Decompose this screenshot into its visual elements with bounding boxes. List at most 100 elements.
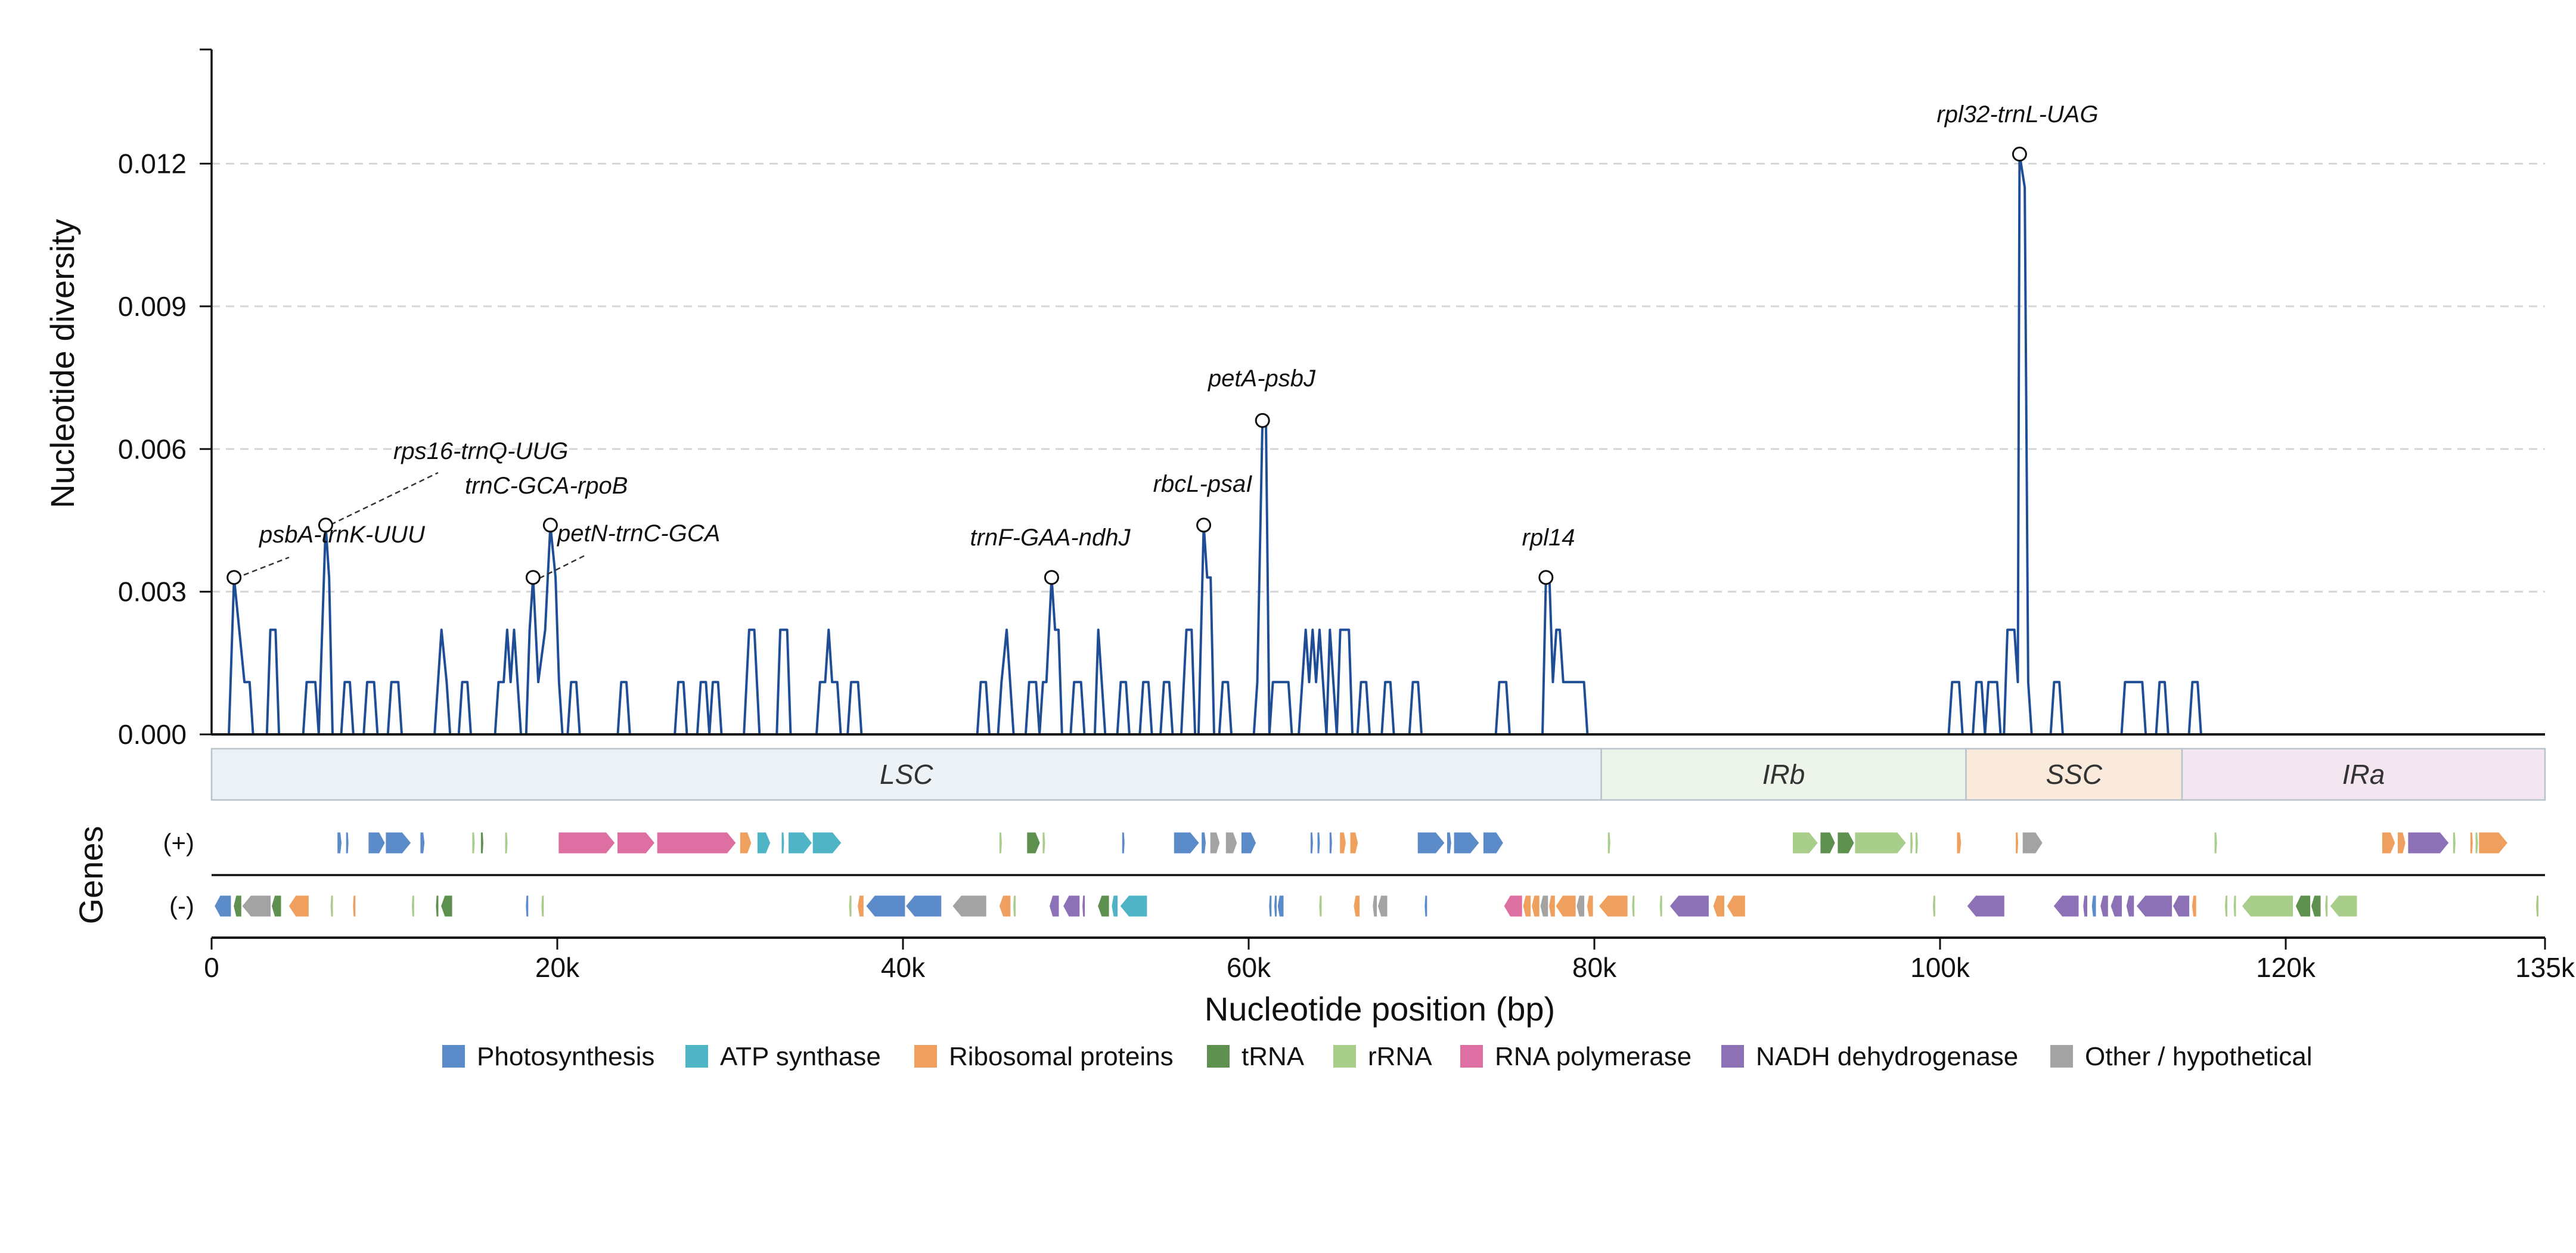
gene-minus: [1274, 895, 1277, 917]
gene-minus: [436, 895, 439, 917]
gene-minus: [1377, 895, 1388, 917]
region-label: SSC: [2046, 759, 2102, 790]
gene-plus: [1793, 832, 1818, 854]
gene-plus: [1838, 832, 1854, 854]
gene-minus: [2091, 895, 2096, 917]
peak-marker: [1255, 413, 1270, 428]
gene-plus: [2398, 832, 2406, 854]
peak-marker: [542, 517, 558, 533]
x-tick-label: 100k: [1910, 952, 1970, 983]
y-tick-label: 0.012: [118, 148, 187, 179]
region-lsc: [210, 748, 1602, 801]
gene-minus: [242, 895, 271, 917]
gridlines: [212, 163, 2545, 593]
annotation-leader: [539, 553, 588, 579]
gene-minus: [1013, 895, 1016, 917]
gene-minus: [1669, 895, 1709, 917]
gene-plus: [812, 832, 842, 854]
gene-minus: [1112, 895, 1118, 917]
gene-plus: [1027, 832, 1040, 854]
gene-plus: [1122, 832, 1125, 854]
peak-label: trnF-GAA-ndhJ: [970, 525, 1131, 551]
minus-strand-label: (-): [169, 892, 194, 920]
gene-minus: [2233, 895, 2236, 917]
gene-minus: [2126, 895, 2134, 917]
gene-minus: [2242, 895, 2293, 917]
gene-minus: [1082, 895, 1085, 917]
gene-plus: [1340, 832, 1346, 854]
legend-label: RNA polymerase: [1495, 1042, 1692, 1071]
gene-plus: [789, 832, 812, 854]
gene-minus: [1967, 895, 2004, 917]
gene-plus: [999, 832, 1002, 854]
gene-plus: [337, 832, 342, 854]
gene-minus: [1549, 895, 1555, 917]
gene-plus: [2470, 832, 2473, 854]
gene-minus: [288, 895, 309, 917]
gene-plus: [1329, 832, 1332, 854]
gene-plus: [1957, 832, 1962, 854]
x-axis-ticks: 0 20k 40k 60k 80k 100k 120k 135k: [204, 936, 2575, 983]
region-label: IRa: [2342, 759, 2385, 790]
gene-plus: [1350, 832, 1358, 854]
gene-plus: [781, 832, 784, 854]
gene-minus: [1599, 895, 1628, 917]
gene-plus: [2453, 832, 2456, 854]
gene-plus: [472, 832, 475, 854]
gene-minus: [2100, 895, 2108, 917]
gene-minus: [215, 895, 231, 917]
gene-minus: [441, 895, 452, 917]
gene-plus: [617, 832, 655, 854]
gene-plus: [1042, 832, 1045, 854]
gene-plus: [1202, 832, 1206, 854]
annotation-leader: [330, 472, 439, 526]
peak-annotations: psbA-trnK-UUU rps16-trnQ-UUG trnC-GCA-rpoB…: [226, 101, 2099, 585]
gene-minus: [1319, 895, 1322, 917]
gene-minus: [1424, 895, 1427, 917]
legend-swatch: [1207, 1045, 1230, 1068]
gene-plus: [1317, 832, 1320, 854]
legend-label: ATP synthase: [720, 1042, 881, 1071]
gene-minus: [1354, 895, 1360, 917]
peak-marker: [1196, 517, 1212, 533]
gene-plus: [1820, 832, 1835, 854]
x-axis-title: Nucleotide position (bp): [1205, 990, 1555, 1028]
plot-area: [200, 48, 2545, 736]
x-tick-label: 80k: [1572, 952, 1617, 983]
peak-label: rbcL-psaI: [1153, 471, 1253, 497]
gene-plus: [1910, 832, 1913, 854]
genome-regions: LSC IRb SSC IRa: [210, 748, 2546, 801]
peak-marker: [1538, 570, 1554, 585]
gene-minus: [1063, 895, 1080, 917]
gene-minus: [1713, 895, 1724, 917]
legend-label: tRNA: [1242, 1042, 1305, 1071]
peak-label: rpl32-trnL-UAG: [1936, 101, 2098, 128]
gene-minus: [1523, 895, 1531, 917]
gene-plus: [2214, 832, 2217, 854]
gene-minus: [2535, 895, 2538, 917]
gene-plus: [2382, 832, 2395, 854]
peak-label: rpl14: [1522, 525, 1575, 551]
gene-minus: [2172, 895, 2190, 917]
gene-minus: [1098, 895, 1109, 917]
gene-minus: [1556, 895, 1576, 917]
x-tick-label: 60k: [1227, 952, 1271, 983]
legend-label: Other / hypothetical: [2085, 1042, 2313, 1071]
legend-swatch: [1333, 1045, 1356, 1068]
gene-minus: [1504, 895, 1522, 917]
peak-label: psbA-trnK-UUU: [259, 522, 426, 548]
gene-plus: [2475, 832, 2478, 854]
x-tick-label: 135k: [2515, 952, 2575, 983]
region-label: LSC: [880, 759, 933, 790]
y-axis-ticks: 0.000 0.003 0.006 0.009 0.012: [118, 148, 212, 750]
gene-minus: [234, 895, 241, 917]
gene-plus: [368, 832, 385, 854]
gene-plus: [1915, 832, 1918, 854]
gene-minus: [1277, 895, 1284, 917]
gene-minus: [2111, 895, 2122, 917]
y-tick-label: 0.006: [118, 433, 187, 464]
legend-swatch: [685, 1045, 708, 1068]
x-tick-label: 120k: [2256, 952, 2316, 983]
gene-minus: [1632, 895, 1635, 917]
